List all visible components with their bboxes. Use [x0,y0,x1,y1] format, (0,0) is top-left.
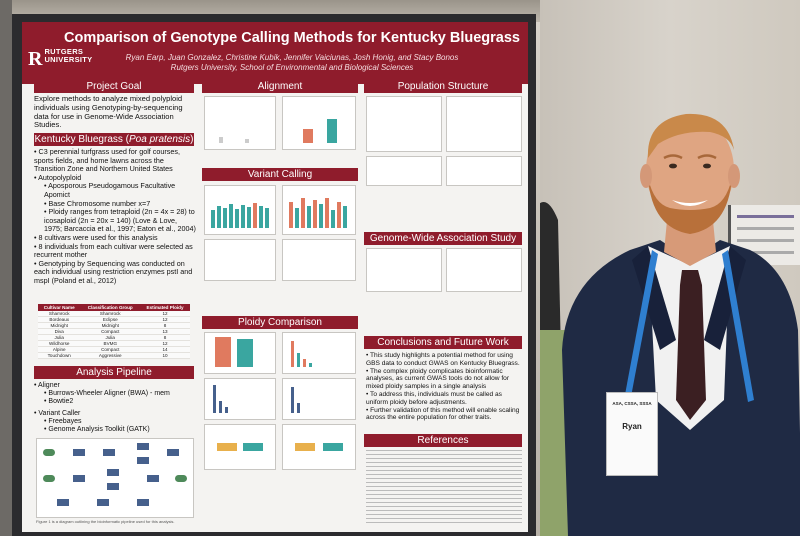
references-heading: References [364,434,522,447]
cultivar-table: Cultivar Name Classification Group Estim… [38,304,190,359]
population-chart-3 [366,156,442,186]
poster-authors: Ryan Earp, Juan Gonzalez, Christine Kubi… [125,53,459,72]
kbg-bullets: • C3 perennial turfgrass used for golf c… [34,147,196,286]
rutgers-logo: R RUTGERS UNIVERSITY [28,47,93,71]
gwas-heading: Genome-Wide Association Study [364,232,522,245]
poster-header: R RUTGERS UNIVERSITY Comparison of Genotyp… [22,22,528,84]
variant-chart-4 [282,239,356,281]
table-row: Julia Julia 8 [38,334,190,341]
table-row: Shamrock Shamrock 12 [38,311,190,317]
ploidy-chart-3 [204,378,276,420]
ploidy-chart-2 [282,332,356,374]
variant-chart-2 [282,185,356,235]
conclusions-heading: Conclusions and Future Work [364,336,522,349]
pipeline-caption: Figure 1 is a diagram outlining the bioi… [36,519,175,524]
kbg-bullet: • Base Chromosome number x=7 [44,198,151,208]
conclusions-list: • This study highlights a potential meth… [366,352,520,422]
gwas-chart-2 [446,248,522,292]
kbg-bullet: • 8 cultivars were used for this analysi… [34,232,158,242]
goal-text: Explore methods to analyze mixed polyplo… [34,94,183,130]
kbg-bullet: • Aposporous Pseudogamous Facultative Ap… [44,181,176,199]
kbg-bullet: • Autopolyploid [34,172,82,182]
table-row: Bordeaux Eclipse 12 [38,316,190,323]
ploidy-heading: Ploidy Comparison [202,316,358,329]
ploidy-chart-6 [282,424,356,470]
variant-chart-3 [204,239,276,281]
population-chart-1 [366,96,442,152]
table-row: Wildhorse BVMG 12 [38,340,190,347]
poster-title: Comparison of Genotype Calling Methods f… [63,30,520,46]
alignment-chart-2 [282,96,356,150]
ploidy-chart-5 [204,424,276,470]
population-heading: Population Structure [364,80,522,93]
references-text [366,450,522,526]
ploidy-chart-1 [204,332,276,374]
alignment-heading: Alignment [202,80,358,93]
ploidy-chart-4 [282,378,356,420]
name-badge: ASA, CSSA, SSSA Ryan [606,392,658,476]
table-row: Midnight Midnight 8 [38,322,190,329]
population-chart-2 [446,96,522,152]
gwas-chart-1 [366,248,442,292]
pipeline-list: • Aligner • Burrows-Wheeler Aligner (BWA… [34,382,170,434]
variant-calling-heading: Variant Calling [202,168,358,181]
kbg-bullet: • Genotyping by Sequencing was conducted… [34,258,193,285]
kbg-heading: Kentucky Bluegrass (Poa pratensis) [34,133,194,146]
pipeline-heading: Analysis Pipeline [34,366,194,379]
kbg-bullet: • C3 perennial turfgrass used for golf c… [34,147,180,174]
kbg-bullet: • Ploidy ranges from tetraploid (2n = 4x… [44,207,196,234]
table-row: Alpine Compact 14 [38,346,190,353]
research-poster: R RUTGERS UNIVERSITY Comparison of Genotyp… [22,22,528,532]
table-row: Diva Compact 13 [38,328,190,335]
variant-chart-1 [204,185,276,235]
left-wall-edge [0,0,12,536]
alignment-chart-1 [204,96,276,150]
population-chart-4 [446,156,522,186]
goal-heading: Project Goal [34,80,194,93]
table-row: Touchdown Aggressive 10 [38,352,190,359]
presenter-person [540,113,800,536]
kbg-bullet: • 8 individuals from each cultivar were … [34,241,193,260]
pipeline-flowchart [36,438,194,518]
